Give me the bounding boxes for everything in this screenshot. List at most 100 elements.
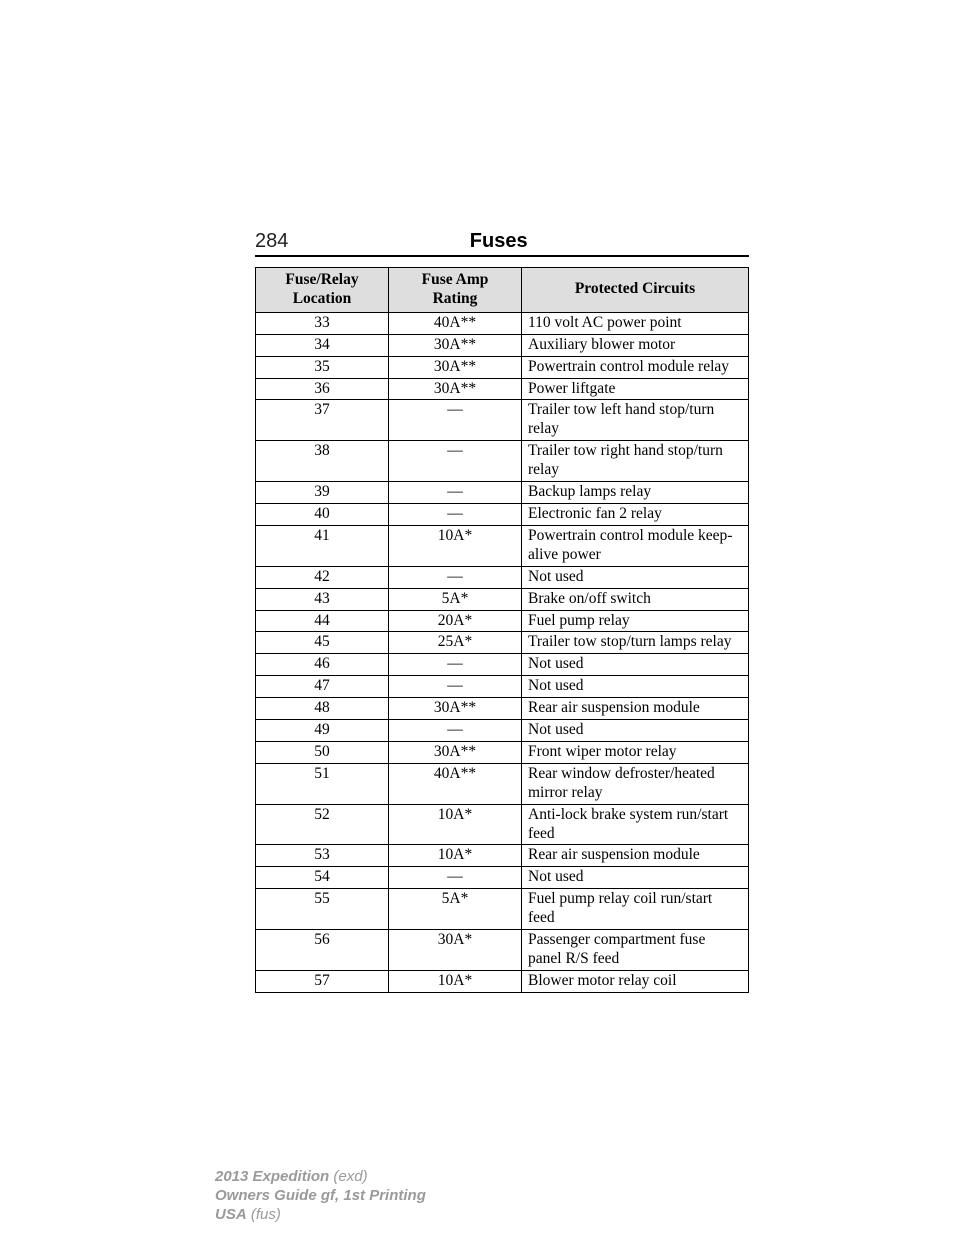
fuse-location-cell: 49 — [256, 720, 389, 742]
fuse-location-cell: 44 — [256, 610, 389, 632]
footer-line-2: Owners Guide gf, 1st Printing — [215, 1187, 426, 1206]
fuse-location-cell: 42 — [256, 566, 389, 588]
col-header-circuit: Protected Circuits — [522, 268, 749, 313]
fuse-amp-cell: 30A** — [389, 378, 522, 400]
table-header-row: Fuse/Relay Location Fuse Amp Rating Prot… — [256, 268, 749, 313]
fuse-location-cell: 45 — [256, 632, 389, 654]
footer-region: USA — [215, 1206, 247, 1223]
page-header: 284 Fuses — [255, 230, 749, 257]
fuse-location-cell: 47 — [256, 676, 389, 698]
protected-circuit-cell: Not used — [522, 676, 749, 698]
protected-circuit-cell: 110 volt AC power point — [522, 312, 749, 334]
fuse-amp-cell: — — [389, 400, 522, 441]
footer-region-code: (fus) — [247, 1206, 281, 1223]
col-header-amp-l2: Rating — [433, 290, 478, 307]
protected-circuit-cell: Rear window defroster/heated mirror rela… — [522, 763, 749, 804]
protected-circuit-cell: Powertrain control module keep-alive pow… — [522, 525, 749, 566]
table-row: 5140A**Rear window defroster/heated mirr… — [256, 763, 749, 804]
protected-circuit-cell: Rear air suspension module — [522, 845, 749, 867]
fuse-amp-cell: — — [389, 676, 522, 698]
fuse-amp-cell: 30A** — [389, 334, 522, 356]
protected-circuit-cell: Trailer tow left hand stop/turn relay — [522, 400, 749, 441]
table-row: 47—Not used — [256, 676, 749, 698]
fuse-amp-cell: 25A* — [389, 632, 522, 654]
table-row: 5710A*Blower motor relay coil — [256, 970, 749, 992]
table-row: 5210A*Anti-lock brake system run/start f… — [256, 804, 749, 845]
table-row: 3430A**Auxiliary blower motor — [256, 334, 749, 356]
protected-circuit-cell: Electronic fan 2 relay — [522, 503, 749, 525]
fuse-location-cell: 34 — [256, 334, 389, 356]
fuse-amp-cell: 30A** — [389, 741, 522, 763]
footer-line-3: USA (fus) — [215, 1206, 426, 1225]
fuse-location-cell: 51 — [256, 763, 389, 804]
table-row: 4420A*Fuel pump relay — [256, 610, 749, 632]
fuse-location-cell: 55 — [256, 889, 389, 930]
protected-circuit-cell: Auxiliary blower motor — [522, 334, 749, 356]
table-row: 5030A**Front wiper motor relay — [256, 741, 749, 763]
protected-circuit-cell: Fuel pump relay coil run/start feed — [522, 889, 749, 930]
protected-circuit-cell: Not used — [522, 867, 749, 889]
footer-model: 2013 Expedition — [215, 1168, 329, 1185]
table-row: 3530A**Powertrain control module relay — [256, 356, 749, 378]
col-header-amp: Fuse Amp Rating — [389, 268, 522, 313]
fuse-location-cell: 57 — [256, 970, 389, 992]
fuse-location-cell: 35 — [256, 356, 389, 378]
protected-circuit-cell: Anti-lock brake system run/start feed — [522, 804, 749, 845]
table-row: 5310A*Rear air suspension module — [256, 845, 749, 867]
fuse-location-cell: 56 — [256, 930, 389, 971]
protected-circuit-cell: Rear air suspension module — [522, 698, 749, 720]
table-row: 46—Not used — [256, 654, 749, 676]
fuse-amp-cell: 5A* — [389, 889, 522, 930]
col-header-location-l2: Location — [293, 290, 352, 307]
col-header-location: Fuse/Relay Location — [256, 268, 389, 313]
fuse-amp-cell: — — [389, 482, 522, 504]
fuse-amp-cell: 40A** — [389, 312, 522, 334]
fuse-amp-cell: — — [389, 867, 522, 889]
protected-circuit-cell: Not used — [522, 566, 749, 588]
fuse-location-cell: 50 — [256, 741, 389, 763]
fuse-location-cell: 33 — [256, 312, 389, 334]
table-row: 3340A**110 volt AC power point — [256, 312, 749, 334]
fuse-location-cell: 53 — [256, 845, 389, 867]
fuse-amp-cell: — — [389, 441, 522, 482]
fuse-location-cell: 38 — [256, 441, 389, 482]
fuse-amp-cell: — — [389, 654, 522, 676]
col-header-amp-l1: Fuse Amp — [422, 271, 489, 288]
fuse-amp-cell: 30A** — [389, 698, 522, 720]
fuse-location-cell: 48 — [256, 698, 389, 720]
protected-circuit-cell: Backup lamps relay — [522, 482, 749, 504]
fuse-location-cell: 43 — [256, 588, 389, 610]
table-row: 4110A*Powertrain control module keep-ali… — [256, 525, 749, 566]
protected-circuit-cell: Blower motor relay coil — [522, 970, 749, 992]
fuse-amp-cell: — — [389, 566, 522, 588]
table-row: 42—Not used — [256, 566, 749, 588]
fuse-location-cell: 46 — [256, 654, 389, 676]
fuse-amp-cell: — — [389, 720, 522, 742]
table-row: 39—Backup lamps relay — [256, 482, 749, 504]
fuse-location-cell: 39 — [256, 482, 389, 504]
fuse-location-cell: 52 — [256, 804, 389, 845]
fuse-amp-cell: 5A* — [389, 588, 522, 610]
protected-circuit-cell: Not used — [522, 720, 749, 742]
table-row: 555A*Fuel pump relay coil run/start feed — [256, 889, 749, 930]
protected-circuit-cell: Fuel pump relay — [522, 610, 749, 632]
fuse-amp-cell: 40A** — [389, 763, 522, 804]
fuse-amp-cell: — — [389, 503, 522, 525]
protected-circuit-cell: Passenger compartment fuse panel R/S fee… — [522, 930, 749, 971]
col-header-circuit-l1: Protected Circuits — [575, 280, 695, 297]
protected-circuit-cell: Front wiper motor relay — [522, 741, 749, 763]
fuse-amp-cell: 10A* — [389, 804, 522, 845]
protected-circuit-cell: Brake on/off switch — [522, 588, 749, 610]
fuse-location-cell: 40 — [256, 503, 389, 525]
protected-circuit-cell: Trailer tow right hand stop/turn relay — [522, 441, 749, 482]
page-number: 284 — [255, 230, 288, 253]
fuse-table: Fuse/Relay Location Fuse Amp Rating Prot… — [255, 267, 749, 993]
fuse-amp-cell: 30A* — [389, 930, 522, 971]
protected-circuit-cell: Powertrain control module relay — [522, 356, 749, 378]
footer-model-code: (exd) — [329, 1168, 367, 1185]
protected-circuit-cell: Power liftgate — [522, 378, 749, 400]
protected-circuit-cell: Trailer tow stop/turn lamps relay — [522, 632, 749, 654]
fuse-amp-cell: 30A** — [389, 356, 522, 378]
fuse-location-cell: 37 — [256, 400, 389, 441]
fuse-amp-cell: 10A* — [389, 845, 522, 867]
